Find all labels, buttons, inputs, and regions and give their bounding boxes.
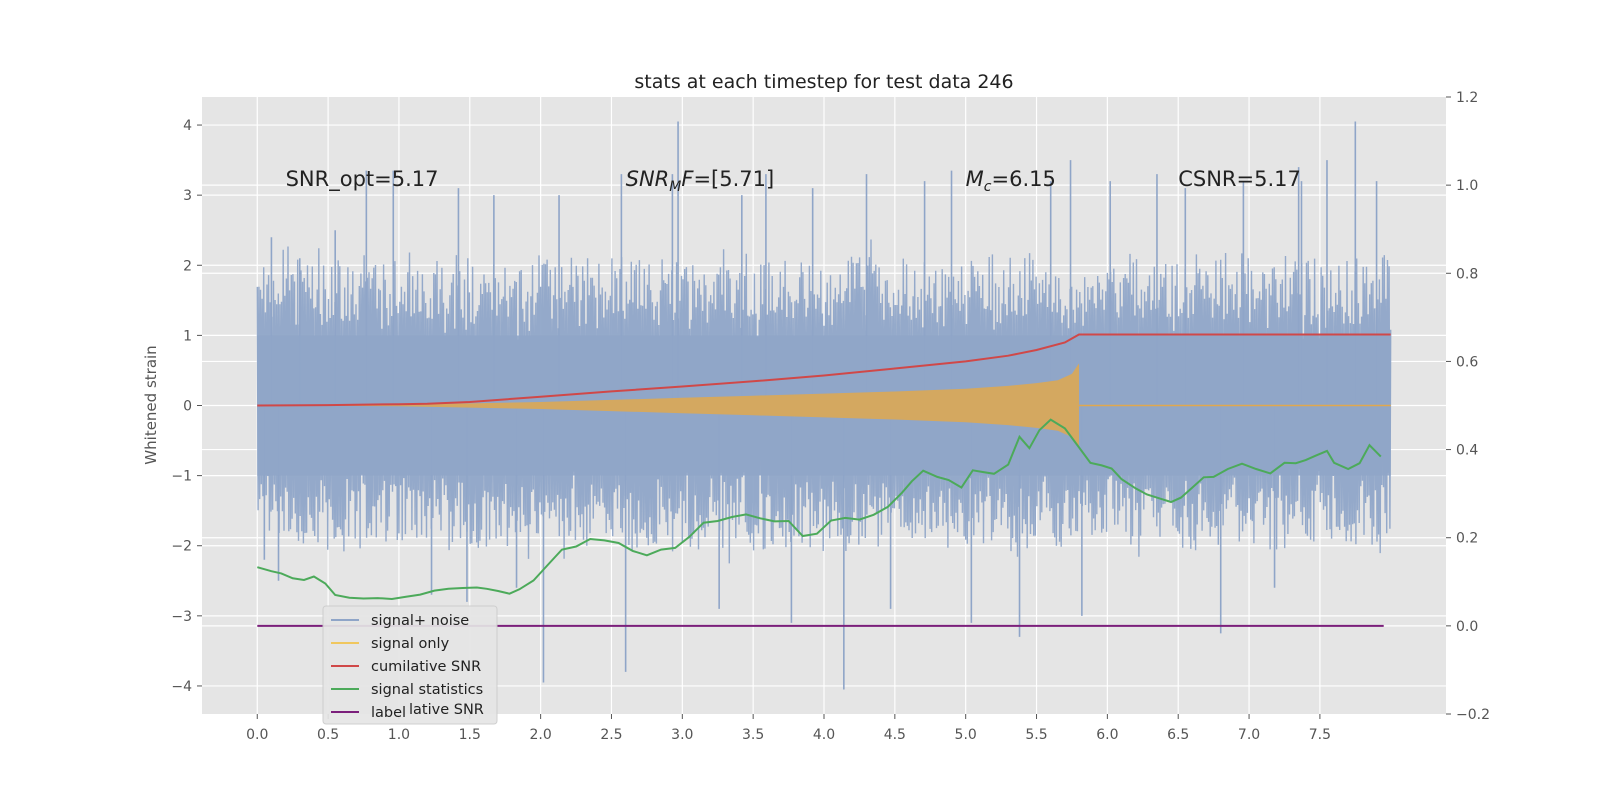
legend-label: signal only (371, 636, 450, 652)
cumilative-snr-line (257, 333, 1391, 407)
x-tick-label: 1.0 (388, 727, 410, 743)
y-tick-label: −3 (171, 609, 192, 625)
y-tick-label: 0 (183, 399, 192, 415)
y-axis-label: Whitened strain (142, 345, 160, 464)
y-tick-label: −4 (171, 679, 192, 695)
x-tick-label: 7.0 (1238, 727, 1260, 743)
legend-label: label (371, 705, 406, 721)
legend-label: cumilative SNR (371, 659, 481, 675)
x-tick-label: 4.0 (813, 727, 835, 743)
signal-statistics-line (257, 418, 1382, 601)
annotation-2: Mc=6.15 (966, 167, 1056, 195)
x-tick-label: 3.5 (742, 727, 764, 743)
x-tick-label: 5.0 (955, 727, 977, 743)
axes-layer: 0.0 0.5 1.0 1.5 2.0 2.5 3.0 3.5 4.0 4.5 5.0 5.5 6.0 6… (171, 90, 1490, 743)
legend-box (322, 605, 498, 725)
legend: lative SNR signal+ noise signal only cumila… (322, 605, 498, 725)
x-tick-label: 0.5 (317, 727, 339, 743)
y-tick-label: 4 (183, 118, 192, 134)
y2-tick-label: 0.4 (1456, 443, 1478, 459)
y-tick-label: −2 (171, 539, 192, 555)
y2-tick-label: 1.0 (1456, 178, 1478, 194)
x-tick-label: 6.0 (1096, 727, 1118, 743)
annotation-3: CSNR=5.17 (1178, 167, 1301, 191)
annotations: SNR_opt=5.17 SNRMF=[5.71] Mc=6.15 CSNR=5.17 (286, 167, 1301, 195)
y-tick-label: 3 (183, 188, 192, 204)
series-layer (256, 121, 1392, 690)
x-tick-label: 5.5 (1025, 727, 1047, 743)
x-tick-label: 2.0 (529, 727, 551, 743)
chart-title: stats at each timestep for test data 246 (634, 71, 1013, 93)
y2-tick-label: 0.8 (1456, 266, 1478, 282)
y2-tick-label: 1.2 (1456, 90, 1478, 106)
y2-tick-label: 0.6 (1456, 354, 1478, 370)
legend-label: signal statistics (371, 682, 483, 698)
x-tick-label: 4.5 (884, 727, 906, 743)
legend-ghost-text: lative SNR (409, 702, 484, 718)
x-tick-label: 3.0 (671, 727, 693, 743)
y-tick-label: 1 (183, 328, 192, 344)
legend-label: signal+ noise (371, 613, 469, 629)
x-tick-label: 7.5 (1309, 727, 1331, 743)
x-tick-label: 6.5 (1167, 727, 1189, 743)
x-tick-label: 2.5 (600, 727, 622, 743)
y2-tick-label: 0.0 (1456, 619, 1478, 635)
annotation-0: SNR_opt=5.17 (286, 167, 439, 192)
signal-only-chirp (257, 363, 1079, 448)
y-tick-label: −1 (171, 469, 192, 485)
annotation-1: SNRMF=[5.71] (626, 167, 775, 195)
y2-tick-label: −0.2 (1456, 707, 1490, 723)
y2-tick-label: 0.2 (1456, 531, 1478, 547)
y-tick-label: 2 (183, 258, 192, 274)
x-tick-label: 1.5 (459, 727, 481, 743)
x-tick-label: 0.0 (246, 727, 268, 743)
